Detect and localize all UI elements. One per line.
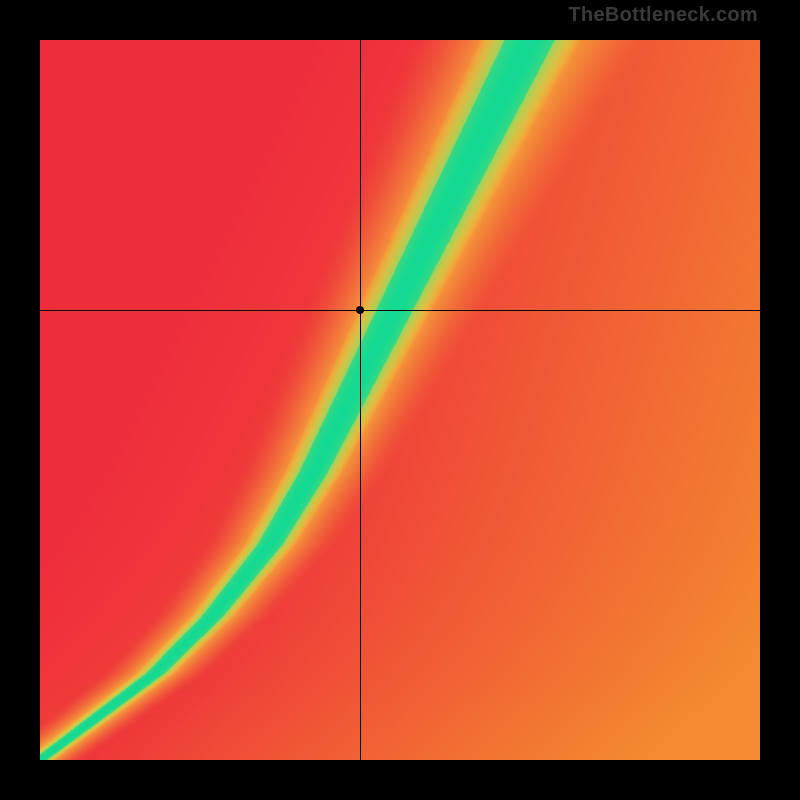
heatmap-canvas — [40, 40, 760, 760]
crosshair-marker — [356, 306, 364, 314]
crosshair-vertical — [360, 40, 361, 760]
crosshair-horizontal — [40, 310, 760, 311]
plot-area — [40, 40, 760, 760]
watermark-text: TheBottleneck.com — [568, 4, 758, 27]
